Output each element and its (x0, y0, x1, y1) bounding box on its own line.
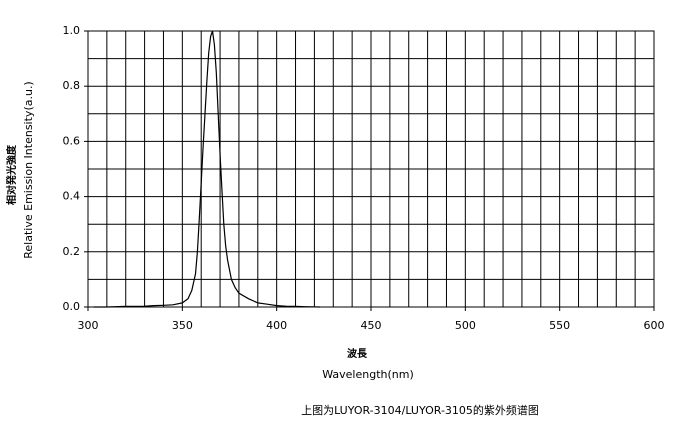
plot-frame (87, 30, 655, 308)
x-tick-label: 400 (266, 319, 287, 332)
x-tick-label: 550 (549, 319, 570, 332)
y-tick-label: 0.4 (63, 190, 81, 203)
y-tick-label: 0.0 (63, 300, 81, 313)
x-tick-label: 600 (644, 319, 665, 332)
y-tick-label: 0.2 (63, 245, 81, 258)
y-label-cn: 相对発光強度 (5, 144, 18, 205)
line (93, 30, 321, 308)
y-tick-label: 1.0 (63, 24, 81, 37)
caption: 上图为LUYOR-3104/LUYOR-3105的紫外频谱图 (301, 403, 539, 417)
x-tick-label: 350 (172, 319, 193, 332)
x-tick-label: 500 (455, 319, 476, 332)
y-label: Relative Emission Intensity(a.u.) (22, 81, 35, 258)
x-label-cn: 波長 (347, 347, 368, 360)
x-tick-label: 450 (361, 319, 382, 332)
y-tick-label: 0.8 (63, 79, 81, 92)
x-label: Wavelength(nm) (322, 368, 414, 381)
y-tick-label: 0.6 (63, 134, 81, 147)
x-tick-label: 300 (78, 319, 99, 332)
